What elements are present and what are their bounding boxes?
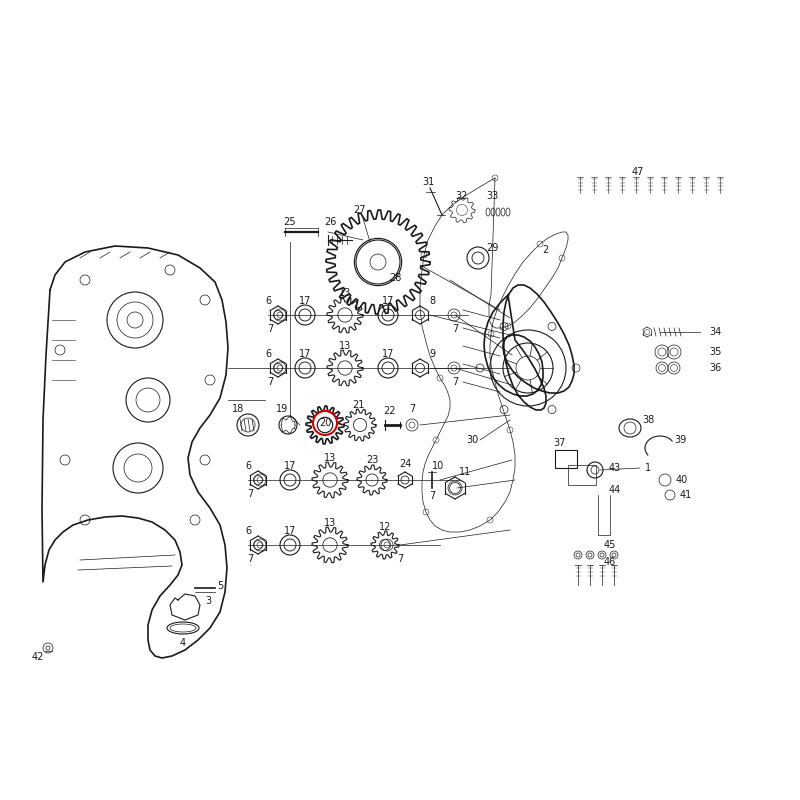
Text: 13: 13 <box>324 453 336 463</box>
Text: 39: 39 <box>674 435 686 445</box>
Text: 42: 42 <box>32 652 44 662</box>
Text: 44: 44 <box>609 485 621 495</box>
Text: 45: 45 <box>604 540 616 550</box>
Text: 36: 36 <box>709 363 721 373</box>
Text: 3: 3 <box>205 596 211 606</box>
Text: 7: 7 <box>267 324 273 334</box>
Text: 13: 13 <box>339 288 351 298</box>
Text: 35: 35 <box>709 347 721 357</box>
Text: 1: 1 <box>645 463 651 473</box>
Text: 7: 7 <box>452 377 458 387</box>
Text: 25: 25 <box>284 217 296 227</box>
Text: 2: 2 <box>542 245 548 255</box>
Text: 28: 28 <box>389 273 401 283</box>
Text: 17: 17 <box>284 526 296 536</box>
Bar <box>555 450 577 468</box>
Text: 38: 38 <box>642 415 654 425</box>
Text: 7: 7 <box>452 324 458 334</box>
Bar <box>568 465 596 485</box>
Text: 29: 29 <box>486 243 498 253</box>
Text: 7: 7 <box>429 491 435 501</box>
Text: 31: 31 <box>422 177 434 187</box>
Text: 23: 23 <box>366 455 378 465</box>
Text: 8: 8 <box>429 296 435 306</box>
Text: 19: 19 <box>276 404 288 414</box>
Text: 6: 6 <box>245 526 251 536</box>
Text: 6: 6 <box>265 349 271 359</box>
Text: 18: 18 <box>232 404 244 414</box>
Text: 7: 7 <box>247 489 253 499</box>
Text: 6: 6 <box>265 296 271 306</box>
Text: 17: 17 <box>299 296 311 306</box>
Text: 43: 43 <box>609 463 621 473</box>
Text: 17: 17 <box>299 349 311 359</box>
Text: 10: 10 <box>432 461 444 471</box>
Text: 17: 17 <box>382 349 394 359</box>
Text: 27: 27 <box>354 205 366 215</box>
Text: 21: 21 <box>352 400 364 410</box>
Text: 6: 6 <box>245 461 251 471</box>
Text: 32: 32 <box>456 191 468 201</box>
Text: 17: 17 <box>284 461 296 471</box>
Text: 24: 24 <box>399 459 411 469</box>
Text: 33: 33 <box>486 191 498 201</box>
Text: 20: 20 <box>319 418 331 428</box>
Text: 7: 7 <box>267 377 273 387</box>
Text: 47: 47 <box>632 167 644 177</box>
Text: 41: 41 <box>680 490 692 500</box>
Text: 11: 11 <box>459 467 471 477</box>
Text: 7: 7 <box>409 404 415 414</box>
Text: 30: 30 <box>466 435 478 445</box>
Text: 34: 34 <box>709 327 721 337</box>
Text: 5: 5 <box>217 581 223 591</box>
Text: 12: 12 <box>379 522 391 532</box>
Text: 22: 22 <box>384 406 396 416</box>
Text: 13: 13 <box>324 518 336 528</box>
Text: 37: 37 <box>554 438 566 448</box>
Text: 46: 46 <box>604 557 616 567</box>
Text: 26: 26 <box>324 217 336 227</box>
Text: 9: 9 <box>429 349 435 359</box>
Text: 4: 4 <box>180 638 186 648</box>
Text: 17: 17 <box>382 296 394 306</box>
Text: 7: 7 <box>247 554 253 564</box>
Text: 40: 40 <box>676 475 688 485</box>
Text: 7: 7 <box>397 554 403 564</box>
Text: 13: 13 <box>339 341 351 351</box>
